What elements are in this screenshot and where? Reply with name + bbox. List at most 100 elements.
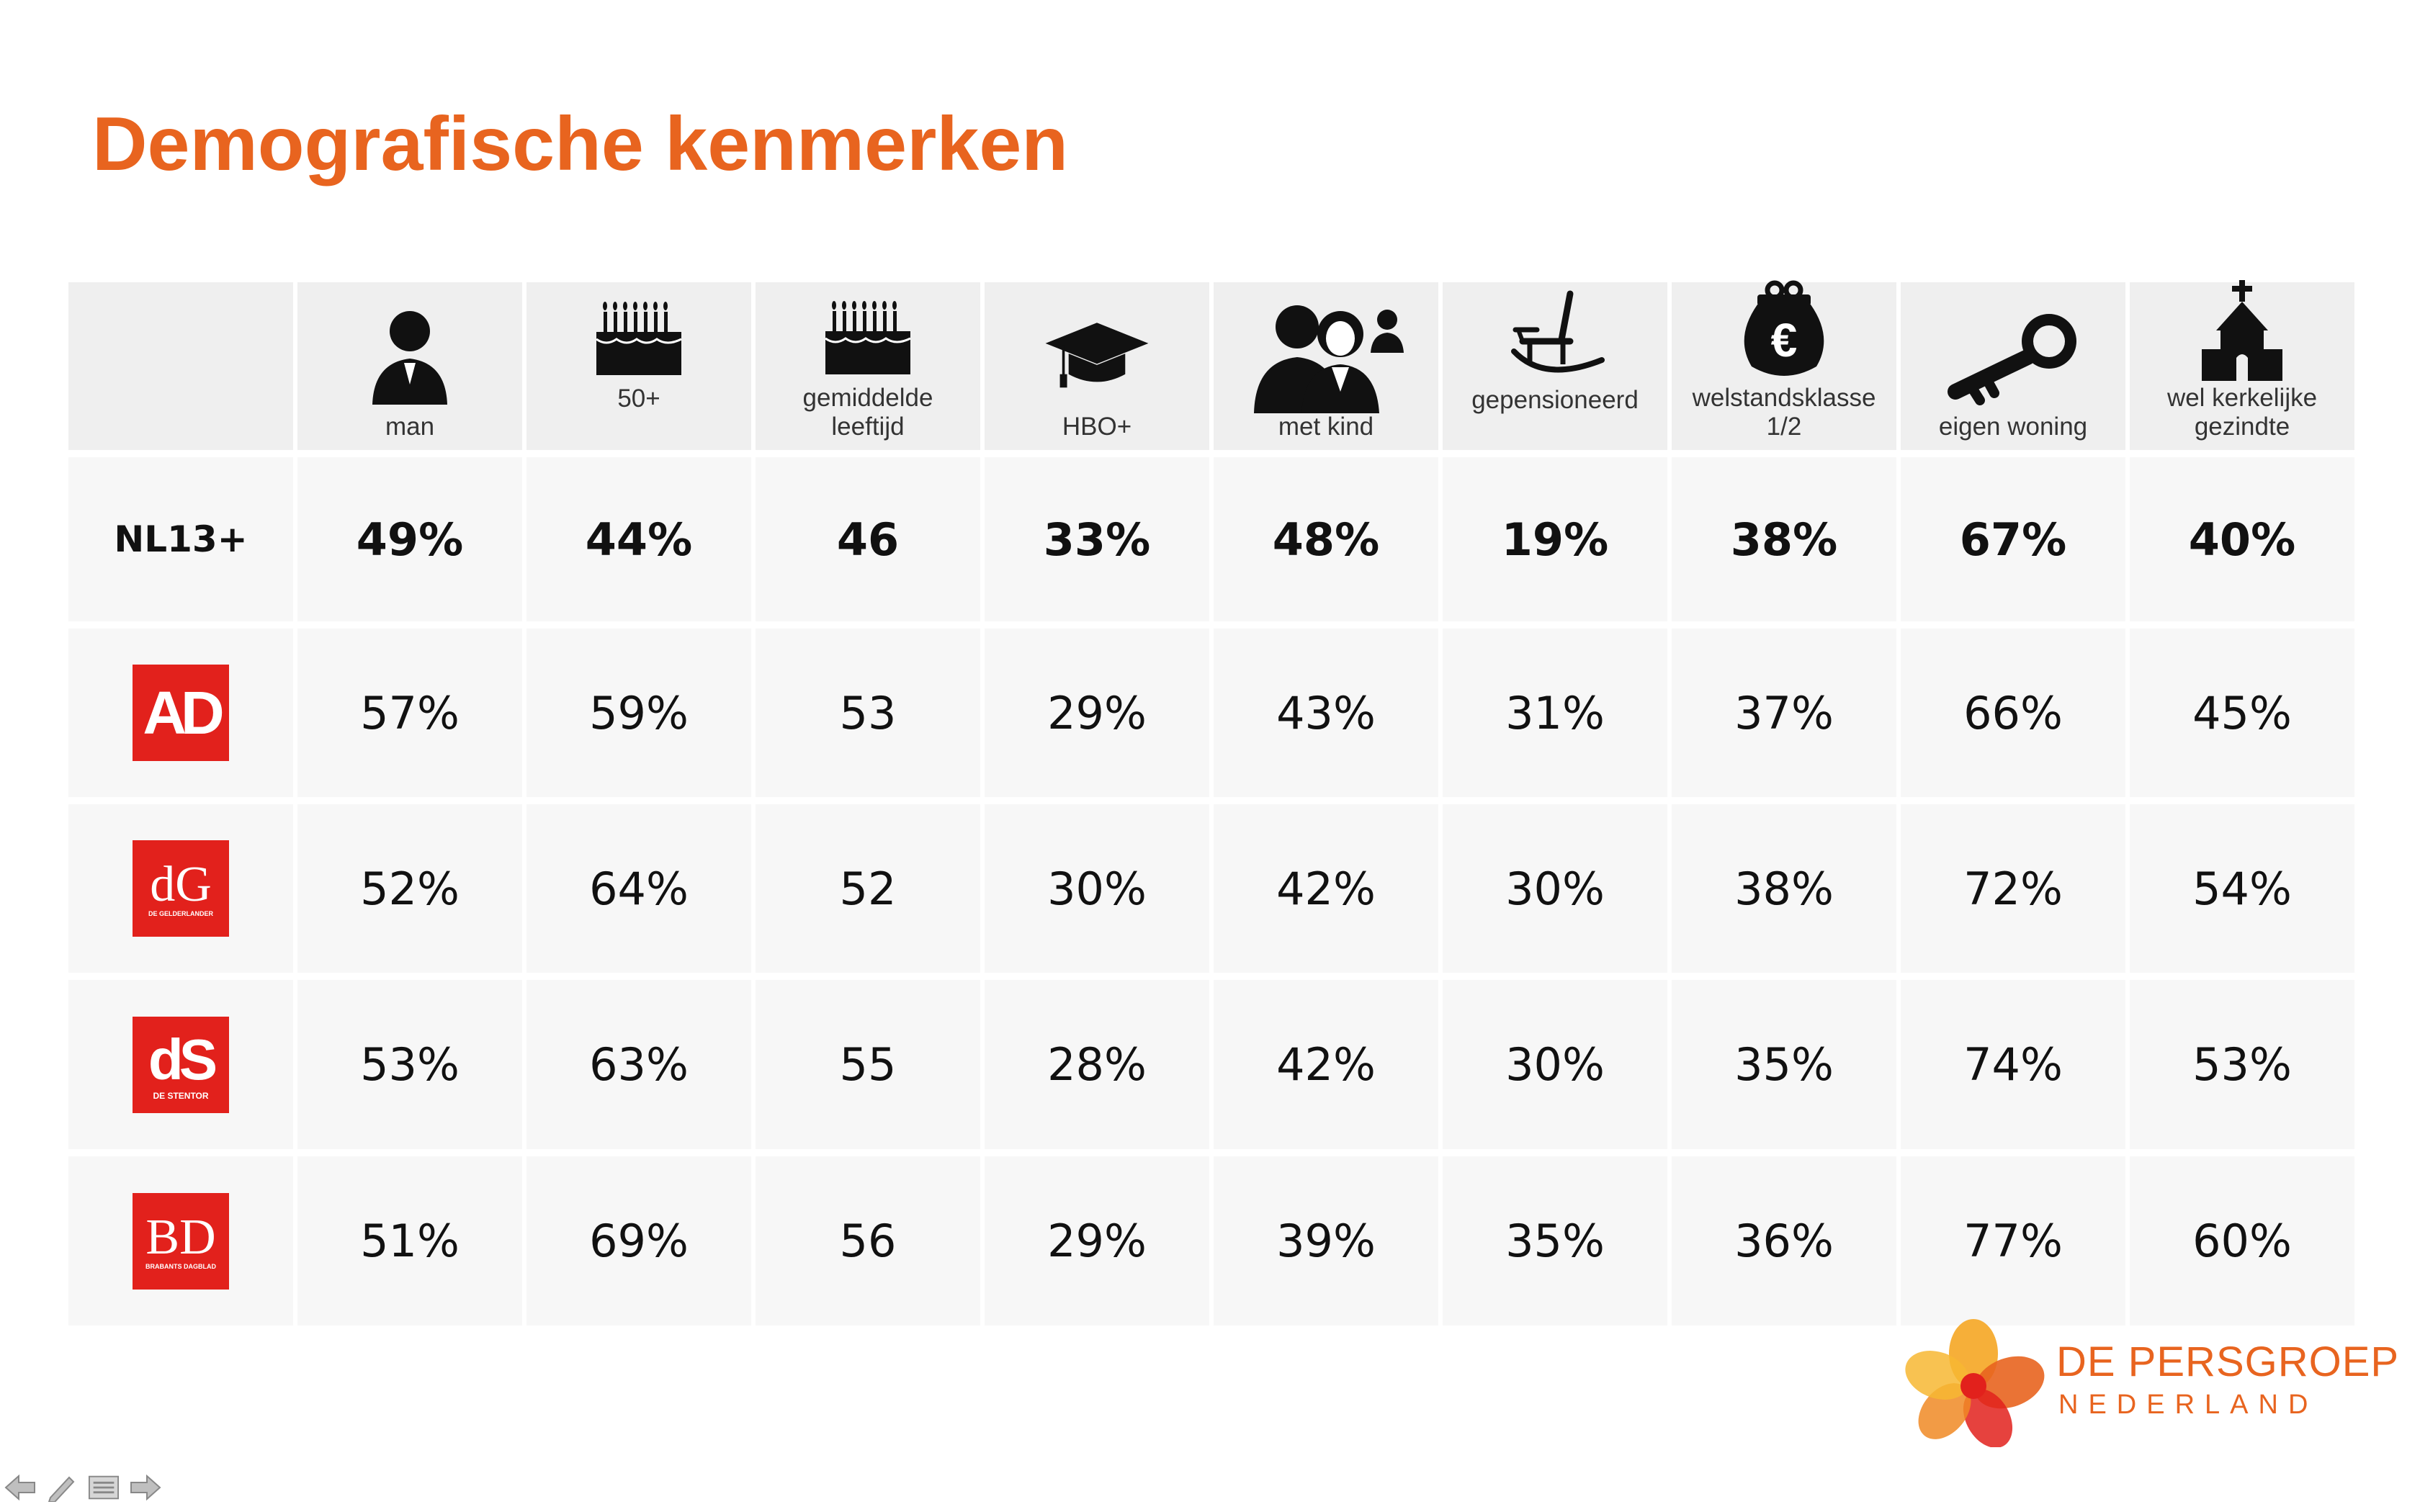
data-cell: 42% bbox=[1214, 980, 1438, 1149]
data-cell: 43% bbox=[1214, 629, 1438, 797]
value: 33% bbox=[1043, 513, 1151, 566]
value: 35% bbox=[1734, 1038, 1834, 1091]
header-gepensioneerd: gepensioneerd bbox=[1443, 282, 1667, 450]
data-cell: 54% bbox=[2130, 804, 2354, 973]
data-cell: 19% bbox=[1443, 457, 1667, 621]
row-label-ad: AD bbox=[68, 629, 293, 797]
data-cell: 31% bbox=[1443, 629, 1667, 797]
data-cell: 33% bbox=[985, 457, 1209, 621]
data-cell: 55 bbox=[756, 980, 980, 1149]
value: 54% bbox=[2192, 862, 2292, 915]
persgroep-logo: DE PERSGROEP NEDERLAND bbox=[1901, 1318, 2398, 1447]
slide-navigation bbox=[4, 1473, 161, 1502]
birthday-cake-icon bbox=[585, 295, 693, 382]
column-label: 50+ bbox=[617, 384, 660, 413]
data-cell: 42% bbox=[1214, 804, 1438, 973]
value: 52% bbox=[360, 862, 460, 915]
demographics-table: man 50+ gemiddelde leeftijd HBO+ met kin… bbox=[68, 280, 2356, 1326]
data-cell: 63% bbox=[526, 980, 751, 1149]
data-cell: 51% bbox=[297, 1156, 522, 1326]
menu-icon[interactable] bbox=[88, 1473, 120, 1502]
value: 57% bbox=[360, 686, 460, 739]
value: 42% bbox=[1276, 862, 1376, 915]
row-label-nl13: NL13+ bbox=[68, 457, 293, 621]
data-cell: 30% bbox=[1443, 980, 1667, 1149]
data-cell: 56 bbox=[756, 1156, 980, 1326]
value: 37% bbox=[1734, 686, 1834, 739]
graduation-cap-icon bbox=[1043, 302, 1151, 410]
value: 60% bbox=[2192, 1215, 2292, 1267]
value: 69% bbox=[589, 1215, 689, 1267]
column-label: met kind bbox=[1278, 413, 1374, 441]
row-label: NL13+ bbox=[114, 518, 248, 560]
value: 45% bbox=[2192, 686, 2292, 739]
header-50plus: 50+ bbox=[526, 282, 751, 450]
logo-text: dS bbox=[148, 1027, 218, 1092]
data-cell: 38% bbox=[1672, 457, 1896, 621]
value: 72% bbox=[1963, 862, 2063, 915]
data-cell: 74% bbox=[1901, 980, 2125, 1149]
previous-arrow-icon[interactable] bbox=[4, 1473, 36, 1502]
data-cell: 59% bbox=[526, 629, 751, 797]
logo-text: dG bbox=[150, 857, 212, 912]
column-label: HBO+ bbox=[1062, 413, 1132, 441]
header-kerkelijke-gezindte: wel kerkelijke gezindte bbox=[2130, 280, 2354, 450]
next-arrow-icon[interactable] bbox=[130, 1473, 161, 1502]
gelderlander-logo: dG DE GELDERLANDER bbox=[133, 840, 229, 937]
page-title: Demografische kenmerken bbox=[92, 102, 1069, 186]
value: 35% bbox=[1505, 1215, 1605, 1267]
data-cell: 45% bbox=[2130, 629, 2354, 797]
euro-purse-icon: € bbox=[1730, 280, 1838, 381]
value: 38% bbox=[1734, 862, 1834, 915]
data-cell: 67% bbox=[1901, 457, 2125, 621]
value: 30% bbox=[1505, 1038, 1605, 1091]
logo-text: AD bbox=[143, 678, 224, 747]
value: 53 bbox=[839, 686, 897, 739]
data-cell: 53 bbox=[756, 629, 980, 797]
value: 29% bbox=[1047, 686, 1147, 739]
brabants-dagblad-logo: BD BRABANTS DAGBLAD bbox=[133, 1192, 229, 1290]
value: 42% bbox=[1276, 1038, 1376, 1091]
data-cell: 64% bbox=[526, 804, 751, 973]
data-cell: 57% bbox=[297, 629, 522, 797]
value: 49% bbox=[356, 513, 464, 566]
data-cell: 66% bbox=[1901, 629, 2125, 797]
value: 30% bbox=[1047, 862, 1147, 915]
column-label: welstandsklasse 1/2 bbox=[1692, 384, 1876, 441]
data-cell: 52% bbox=[297, 804, 522, 973]
brand-subtitle: NEDERLAND bbox=[2058, 1390, 2318, 1420]
value: 59% bbox=[589, 686, 689, 739]
data-cell: 53% bbox=[2130, 980, 2354, 1149]
value: 39% bbox=[1276, 1215, 1376, 1267]
value: 56 bbox=[839, 1215, 897, 1267]
ad-logo: AD bbox=[133, 665, 229, 761]
column-label: gepensioneerd bbox=[1471, 386, 1639, 414]
data-cell: 46 bbox=[756, 457, 980, 621]
data-cell: 60% bbox=[2130, 1156, 2354, 1326]
value: 31% bbox=[1505, 686, 1605, 739]
data-cell: 44% bbox=[526, 457, 751, 621]
data-cell: 40% bbox=[2130, 457, 2354, 621]
data-cell: 49% bbox=[297, 457, 522, 621]
value: 46 bbox=[836, 513, 900, 566]
data-cell: 39% bbox=[1214, 1156, 1438, 1326]
column-label: gemiddelde leeftijd bbox=[802, 384, 933, 441]
header-gemiddelde-leeftijd: gemiddelde leeftijd bbox=[756, 282, 980, 450]
data-cell: 38% bbox=[1672, 804, 1896, 973]
brand-name: DE PERSGROEP bbox=[2056, 1338, 2400, 1385]
value: 51% bbox=[360, 1215, 460, 1267]
data-cell: 30% bbox=[1443, 804, 1667, 973]
value: 36% bbox=[1734, 1215, 1834, 1267]
logo-text: BD bbox=[145, 1209, 216, 1265]
rocking-chair-icon bbox=[1501, 289, 1609, 383]
row-label-stentor: dS DE STENTOR bbox=[68, 980, 293, 1149]
value: 53% bbox=[360, 1038, 460, 1091]
church-icon bbox=[2188, 280, 2296, 381]
man-icon bbox=[356, 302, 464, 410]
data-cell: 69% bbox=[526, 1156, 751, 1326]
value: 74% bbox=[1963, 1038, 2063, 1091]
logo-subtext: DE STENTOR bbox=[153, 1090, 209, 1101]
data-cell: 29% bbox=[985, 1156, 1209, 1326]
pen-icon[interactable] bbox=[46, 1473, 78, 1502]
data-cell: 37% bbox=[1672, 629, 1896, 797]
